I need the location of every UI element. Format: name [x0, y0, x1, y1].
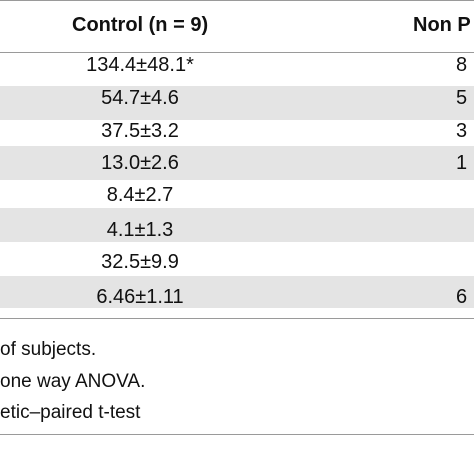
cell-non-p: 6: [456, 286, 468, 308]
cell-control: 6.46±1.11: [96, 286, 184, 308]
table-top-rule: [0, 0, 474, 1]
cell-control: 37.5±3.2: [101, 120, 179, 142]
footnote-bottom-rule: [0, 434, 474, 435]
cell-control: 13.0±2.6: [101, 152, 179, 174]
column-header-non-p: Non P: [413, 14, 471, 36]
row-stripe: [0, 86, 474, 120]
row-stripe: [0, 146, 474, 180]
header-rule: [0, 52, 474, 53]
row-stripe: [0, 276, 474, 308]
cell-control: 32.5±9.9: [101, 251, 179, 273]
cell-non-p: 8: [456, 54, 468, 76]
footnote: of subjects.: [0, 339, 97, 360]
cell-non-p: 3: [456, 120, 468, 142]
footnote: one way ANOVA.: [0, 371, 146, 392]
cell-control: 4.1±1.3: [106, 219, 174, 241]
cell-non-p: 1: [456, 152, 468, 174]
column-header-control: Control (n = 9): [72, 14, 209, 36]
cell-non-p: 5: [456, 87, 468, 109]
table-bottom-rule: [0, 318, 474, 319]
footnote: etic–paired t-test: [0, 402, 141, 423]
cell-control: 54.7±4.6: [101, 87, 179, 109]
cell-control: 134.4±48.1*: [86, 54, 194, 76]
cell-control: 8.4±2.7: [106, 184, 174, 206]
row-stripe: [0, 208, 474, 242]
